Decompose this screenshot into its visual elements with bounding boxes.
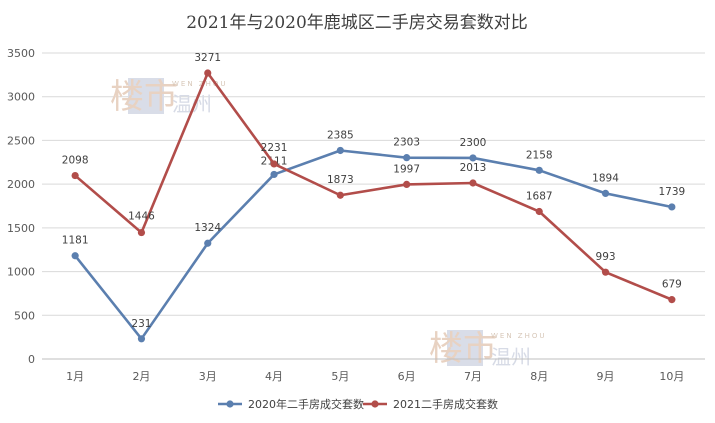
data-label: 2303 (393, 137, 420, 149)
legend-swatch-marker (371, 400, 379, 408)
y-tick-label: 2500 (7, 134, 35, 147)
data-point (535, 166, 543, 174)
data-point (137, 335, 146, 343)
watermark-glyphs: 楼市 (429, 329, 497, 369)
data-label: 2300 (460, 137, 487, 149)
data-point (71, 171, 79, 180)
data-label: 231 (131, 318, 151, 330)
data-label: 1873 (327, 174, 354, 186)
x-tick-label: 5月 (331, 370, 349, 383)
data-point (601, 189, 610, 198)
data-label: 2158 (526, 149, 553, 161)
data-point (601, 268, 610, 276)
watermark-logo-top: 楼市 WEN ZHOU 温州 (110, 77, 228, 117)
data-point (137, 228, 146, 237)
watermark-latin: WEN ZHOU (172, 80, 228, 88)
data-point (469, 154, 477, 162)
data-label: 1181 (62, 235, 89, 247)
data-point (336, 146, 344, 155)
data-point (270, 160, 278, 168)
y-tick-label: 1000 (7, 266, 35, 279)
y-tick-label: 3500 (7, 47, 35, 60)
data-label: 679 (662, 279, 682, 291)
data-label: 993 (596, 251, 616, 263)
data-point (71, 252, 79, 260)
y-tick-label: 500 (14, 309, 35, 322)
data-point (336, 191, 344, 199)
data-label: 2098 (62, 155, 89, 167)
legend-swatch-marker (226, 400, 234, 408)
series-2: 2098 1446 3271 2231 1873 1997 2013 1687 993 679 (62, 52, 682, 304)
y-tick-label: 0 (28, 353, 35, 366)
chart-title: 2021年与2020年鹿城区二手房交易套数对比 (186, 13, 528, 33)
data-point (668, 296, 676, 304)
y-tick-label: 1500 (7, 222, 35, 235)
data-point (204, 69, 212, 77)
data-label: 2231 (261, 142, 288, 154)
data-label: 1739 (658, 186, 685, 198)
data-label: 2013 (460, 162, 487, 174)
legend-label: 2021二手房成交套数 (393, 397, 498, 411)
x-tick-label: 1月 (66, 370, 84, 383)
legend-label: 2020年二手房成交套数 (248, 397, 364, 411)
data-point (469, 179, 477, 187)
data-label: 3271 (194, 52, 221, 64)
data-point (403, 154, 411, 162)
data-point (535, 207, 543, 216)
x-tick-label: 7月 (464, 370, 482, 383)
data-label: 1446 (128, 211, 155, 223)
watermark-block (447, 330, 483, 366)
watermark-logo-bottom: 楼市 WEN ZHOU 温州 (429, 329, 547, 369)
x-tick-label: 6月 (398, 370, 416, 383)
data-point (270, 170, 278, 179)
data-point (403, 180, 411, 189)
legend: 2020年二手房成交套数 2021二手房成交套数 (218, 397, 498, 411)
watermark-city: 温州 (491, 345, 531, 369)
x-tick-label: 4月 (265, 370, 283, 383)
x-tick-label: 2月 (132, 370, 150, 383)
data-point (204, 239, 212, 247)
axes: 0 500 1000 1500 2000 2500 3000 3500 1月 2月 3月 4月 5月 6月… (7, 47, 705, 383)
series-1: 118123113242111238523032300215818941739 (62, 129, 685, 343)
series: 1181231132421112385230323002158189417392… (62, 52, 685, 343)
x-tick-label: 10月 (659, 370, 684, 383)
watermark-latin: WEN ZHOU (491, 332, 547, 340)
x-tick-label: 3月 (199, 370, 217, 383)
x-tick-label: 9月 (597, 370, 615, 383)
series-line (73, 149, 674, 341)
data-label: 1894 (592, 172, 619, 184)
y-tick-label: 2000 (7, 178, 35, 191)
watermark-glyphs: 楼市 (110, 77, 178, 117)
watermark-block (128, 78, 164, 114)
legend-item: 2020年二手房成交套数 (218, 397, 364, 411)
legend-item: 2021二手房成交套数 (363, 397, 498, 411)
series-line (73, 71, 674, 301)
x-tick-label: 8月 (530, 370, 548, 383)
y-tick-label: 3000 (7, 91, 35, 104)
data-label: 1324 (194, 222, 221, 234)
data-label: 1687 (526, 191, 553, 203)
data-label: 1997 (393, 163, 420, 175)
data-point (668, 203, 676, 211)
data-label: 2385 (327, 129, 354, 141)
